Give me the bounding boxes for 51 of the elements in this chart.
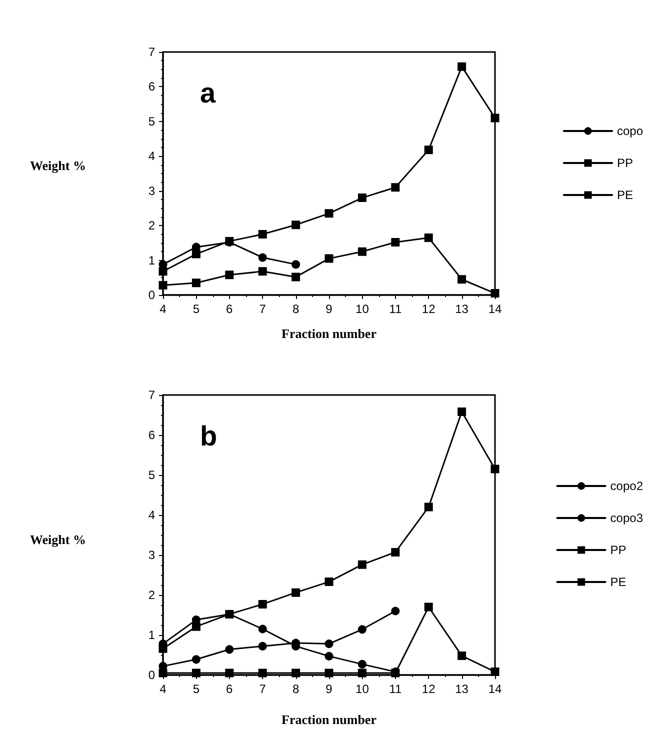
legend-label: copo3 bbox=[610, 511, 644, 525]
text: a bbox=[200, 78, 216, 108]
y-tick-label: 4 bbox=[148, 149, 156, 164]
y-tick-label: 5 bbox=[148, 114, 156, 128]
x-tick-label: 5 bbox=[192, 682, 200, 696]
x-tick-label: 14 bbox=[488, 302, 502, 316]
legend-label: copo2 bbox=[610, 479, 644, 493]
y-tick-label: 7 bbox=[148, 388, 156, 402]
x-tick-label: 6 bbox=[226, 302, 234, 316]
y-tick-label: 1 bbox=[148, 253, 156, 268]
x-tick-label: 6 bbox=[226, 682, 234, 696]
y-axis-title: Weight % bbox=[30, 532, 86, 547]
x-tick-label: 7 bbox=[259, 302, 266, 316]
x-tick-label: 13 bbox=[455, 302, 469, 316]
text: b bbox=[200, 420, 218, 452]
x-axis-title: Fraction number bbox=[282, 712, 377, 727]
x-tick-label: 9 bbox=[326, 302, 333, 316]
legend-label: PP bbox=[610, 543, 626, 557]
x-tick-label: 8 bbox=[292, 302, 300, 316]
x-axis-title: Fraction number bbox=[282, 326, 377, 341]
x-tick-label: 7 bbox=[259, 682, 266, 696]
x-tick-label: 10 bbox=[356, 302, 370, 316]
y-tick-label: 5 bbox=[148, 468, 156, 482]
x-tick-label: 8 bbox=[292, 682, 300, 696]
x-tick-label: 9 bbox=[326, 682, 333, 696]
x-tick-label: 14 bbox=[488, 682, 502, 696]
x-tick-label: 10 bbox=[356, 682, 370, 696]
y-tick-label: 3 bbox=[148, 548, 156, 562]
legend-label: PP bbox=[616, 156, 633, 170]
y-tick-label: 6 bbox=[148, 428, 156, 442]
x-tick-label: 13 bbox=[455, 682, 469, 696]
y-tick-label: 6 bbox=[148, 80, 156, 94]
x-tick-label: 4 bbox=[160, 302, 167, 316]
legend-label: copo bbox=[616, 124, 644, 138]
y-axis-title: Weight % bbox=[30, 158, 86, 173]
x-tick-label: 4 bbox=[160, 682, 167, 696]
legend-label: PE bbox=[616, 188, 633, 202]
y-tick-label: 3 bbox=[148, 184, 156, 198]
y-tick-label: 7 bbox=[148, 45, 156, 59]
y-tick-label: 1 bbox=[148, 628, 156, 642]
x-tick-label: 11 bbox=[389, 682, 402, 696]
y-tick-label: 0 bbox=[148, 668, 156, 682]
y-tick-label: 0 bbox=[148, 288, 156, 302]
x-tick-label: 11 bbox=[389, 302, 402, 316]
x-tick-label: 12 bbox=[422, 302, 436, 316]
y-tick-label: 2 bbox=[148, 588, 156, 602]
y-tick-label: 2 bbox=[148, 218, 156, 233]
x-tick-label: 12 bbox=[422, 682, 436, 696]
x-tick-label: 5 bbox=[192, 302, 200, 316]
legend-label: PE bbox=[610, 575, 626, 589]
y-tick-label: 4 bbox=[148, 508, 156, 522]
